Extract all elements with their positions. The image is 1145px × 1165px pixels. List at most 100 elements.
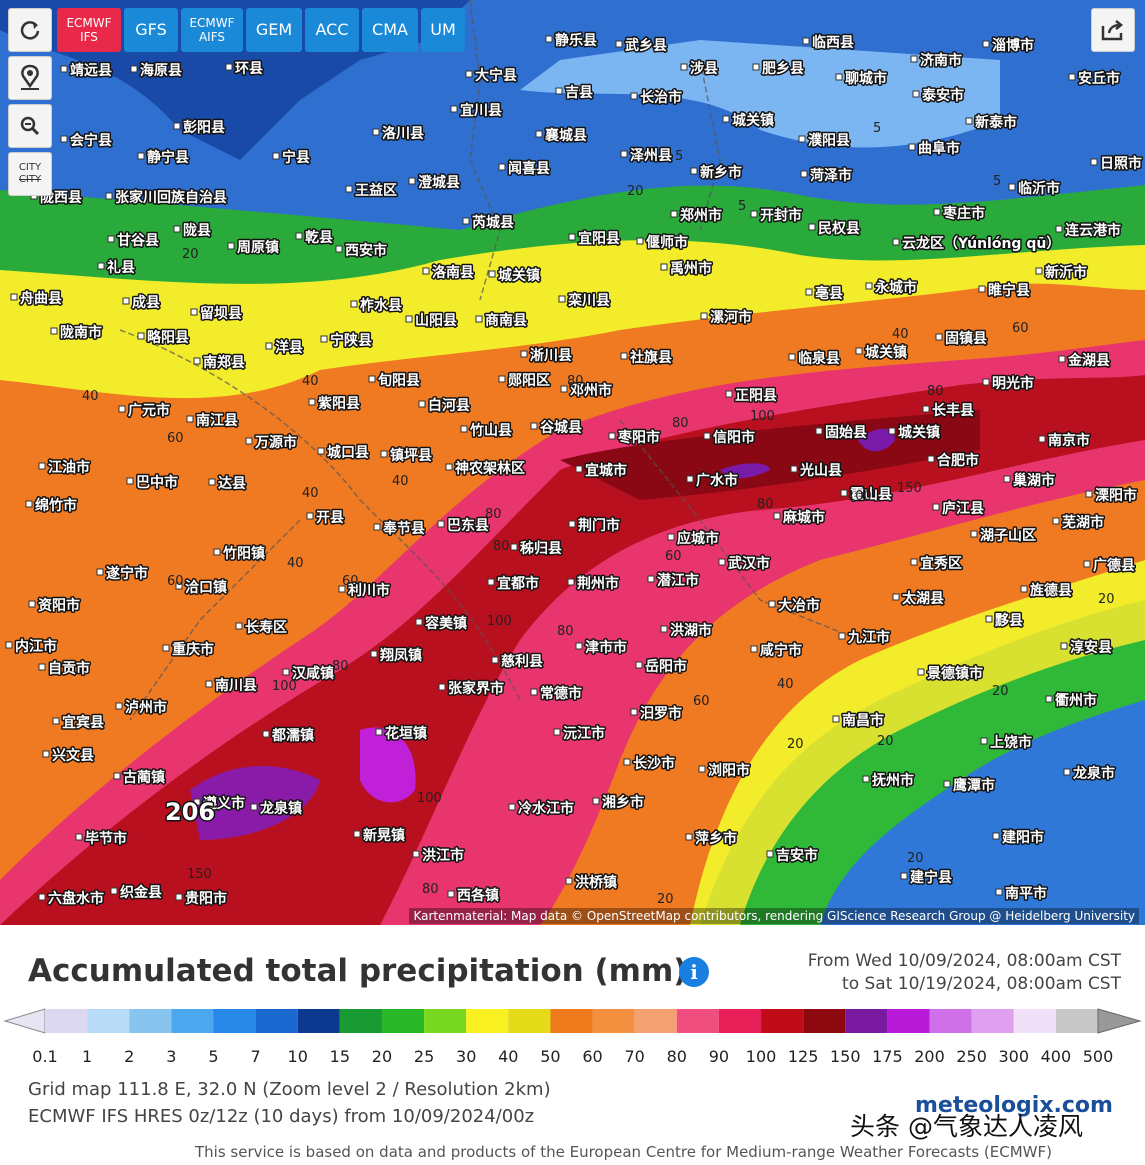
city-marker: [805, 288, 813, 296]
city-marker: [565, 877, 573, 885]
city-label: 沅江市: [563, 725, 605, 742]
model-tab[interactable]: UM: [421, 8, 465, 52]
city-label: 南川县: [215, 677, 257, 694]
info-button[interactable]: i: [679, 957, 709, 987]
city-label: 商南县: [485, 312, 527, 329]
city-label: 大冶市: [778, 597, 820, 614]
city-marker: [910, 55, 918, 63]
city-label: 洽口镇: [185, 579, 227, 596]
city-marker: [620, 352, 628, 360]
legend-label: 5: [208, 1047, 218, 1066]
legend-swatch: [129, 1009, 172, 1033]
legend-label: 125: [788, 1047, 819, 1066]
zoom-button[interactable]: [8, 104, 52, 148]
city-marker: [175, 582, 183, 590]
city-label: 宜城市: [585, 462, 627, 479]
legend-swatch: [87, 1009, 130, 1033]
model-tab[interactable]: ACC: [305, 8, 359, 52]
disclaimer: This service is based on data and produc…: [195, 1143, 1052, 1161]
contour-label: 100: [417, 791, 442, 806]
city-marker: [630, 708, 638, 716]
city-marker: [60, 65, 68, 73]
city-marker: [295, 232, 303, 240]
city-marker: [1008, 183, 1016, 191]
model-tab[interactable]: GFS: [124, 8, 178, 52]
legend-label: 50: [540, 1047, 560, 1066]
legend-swatch: [45, 1009, 88, 1033]
city-marker: [725, 390, 733, 398]
city-label: 固始县: [825, 424, 867, 441]
model-tab[interactable]: GEM: [246, 8, 302, 52]
city-marker: [752, 63, 760, 71]
contour-label: 80: [493, 539, 510, 554]
contour-label: 150: [187, 867, 212, 882]
city-label: 西安市: [345, 242, 387, 259]
location-button[interactable]: [8, 56, 52, 100]
city-marker: [130, 65, 138, 73]
city-label: 巴东县: [447, 517, 489, 534]
model-tab[interactable]: CMA: [362, 8, 418, 52]
panel-title: Accumulated total precipitation (mm): [28, 953, 688, 989]
city-marker: [1020, 585, 1028, 593]
city-label: 景德镇市: [927, 665, 983, 682]
city-marker: [750, 210, 758, 218]
city-label: 洛南县: [432, 264, 474, 281]
contour-label: 20: [907, 851, 924, 866]
city-label: 明光市: [992, 375, 1034, 392]
city-label: 栾川县: [567, 292, 610, 309]
contour-label: 5: [993, 174, 1001, 189]
city-label: 菏泽市: [810, 167, 852, 184]
city-marker: [107, 235, 115, 243]
city-marker: [1085, 490, 1093, 498]
city-marker: [995, 888, 1003, 896]
city-marker: [282, 668, 290, 676]
legend-label: 100: [746, 1047, 777, 1066]
period-from: From Wed 10/09/2024, 08:00am CST: [807, 951, 1121, 971]
city-marker: [835, 73, 843, 81]
city-marker: [193, 798, 201, 806]
legend-label: 7: [251, 1047, 261, 1066]
city-label: 襄城县: [544, 127, 587, 144]
city-label: 郑州市: [680, 207, 722, 224]
legend-label: 175: [872, 1047, 903, 1066]
city-label: 信阳市: [713, 429, 755, 446]
city-label: 巢湖市: [1012, 472, 1055, 489]
legend-swatch: [1013, 1009, 1056, 1033]
city-label: 绵竹市: [35, 497, 77, 514]
contour-label: 80: [757, 497, 774, 512]
city-marker: [173, 225, 181, 233]
city-marker: [722, 115, 730, 123]
city-marker: [660, 625, 668, 633]
city-marker: [568, 520, 576, 528]
reload-button[interactable]: [8, 8, 52, 52]
city-marker: [545, 35, 553, 43]
city-marker: [768, 600, 776, 608]
city-marker: [680, 63, 688, 71]
city-label: 城关镇: [865, 344, 907, 361]
city-label: 日照市: [1100, 155, 1142, 172]
city-label: 连云港市: [1065, 222, 1121, 239]
city-marker: [943, 780, 951, 788]
model-tab[interactable]: ECMWF IFS: [57, 8, 121, 52]
share-button[interactable]: [1091, 8, 1135, 52]
city-marker: [498, 375, 506, 383]
model-tab[interactable]: ECMWF AIFS: [181, 8, 243, 52]
city-label: 新乡市: [700, 164, 742, 181]
city-button[interactable]: CITY CITY: [8, 152, 52, 196]
city-label: 长治市: [640, 89, 682, 106]
city-label: 大宁县: [475, 67, 517, 84]
city-marker: [620, 150, 628, 158]
legend-swatch: [213, 1009, 256, 1033]
city-label: 津市市: [585, 639, 627, 656]
city-marker: [900, 872, 908, 880]
contour-label: 100: [750, 409, 775, 424]
city-label: 禹州市: [670, 260, 712, 277]
city-label: 南昌市: [842, 712, 884, 729]
city-marker: [1055, 225, 1063, 233]
city-label: 亳县: [815, 285, 843, 302]
city-label: 泽州县: [630, 148, 672, 164]
city-label: 荆门市: [578, 517, 620, 534]
contour-label: 60: [342, 574, 359, 589]
city-marker: [910, 558, 918, 566]
city-label: 湖子山区: [980, 528, 1036, 544]
